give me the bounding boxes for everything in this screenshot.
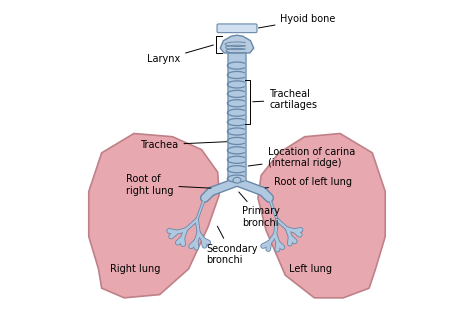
Polygon shape [258, 134, 385, 298]
Text: Root of
right lung: Root of right lung [126, 174, 211, 196]
Text: Tracheal
cartilages: Tracheal cartilages [253, 89, 317, 111]
Text: Trachea: Trachea [140, 140, 227, 150]
Polygon shape [220, 35, 254, 53]
FancyBboxPatch shape [217, 24, 257, 32]
Text: Secondary
bronchi: Secondary bronchi [206, 226, 258, 265]
Text: Primary
bronchi: Primary bronchi [239, 192, 280, 228]
Ellipse shape [233, 177, 241, 183]
Text: Location of carina
(internal ridge): Location of carina (internal ridge) [248, 147, 355, 168]
Text: Left lung: Left lung [289, 264, 331, 274]
Text: Right lung: Right lung [109, 264, 160, 274]
Text: Larynx: Larynx [147, 45, 213, 64]
Polygon shape [89, 134, 219, 298]
FancyBboxPatch shape [228, 52, 246, 183]
Text: Hyoid bone: Hyoid bone [258, 14, 336, 28]
Text: Root of left lung: Root of left lung [265, 177, 352, 188]
